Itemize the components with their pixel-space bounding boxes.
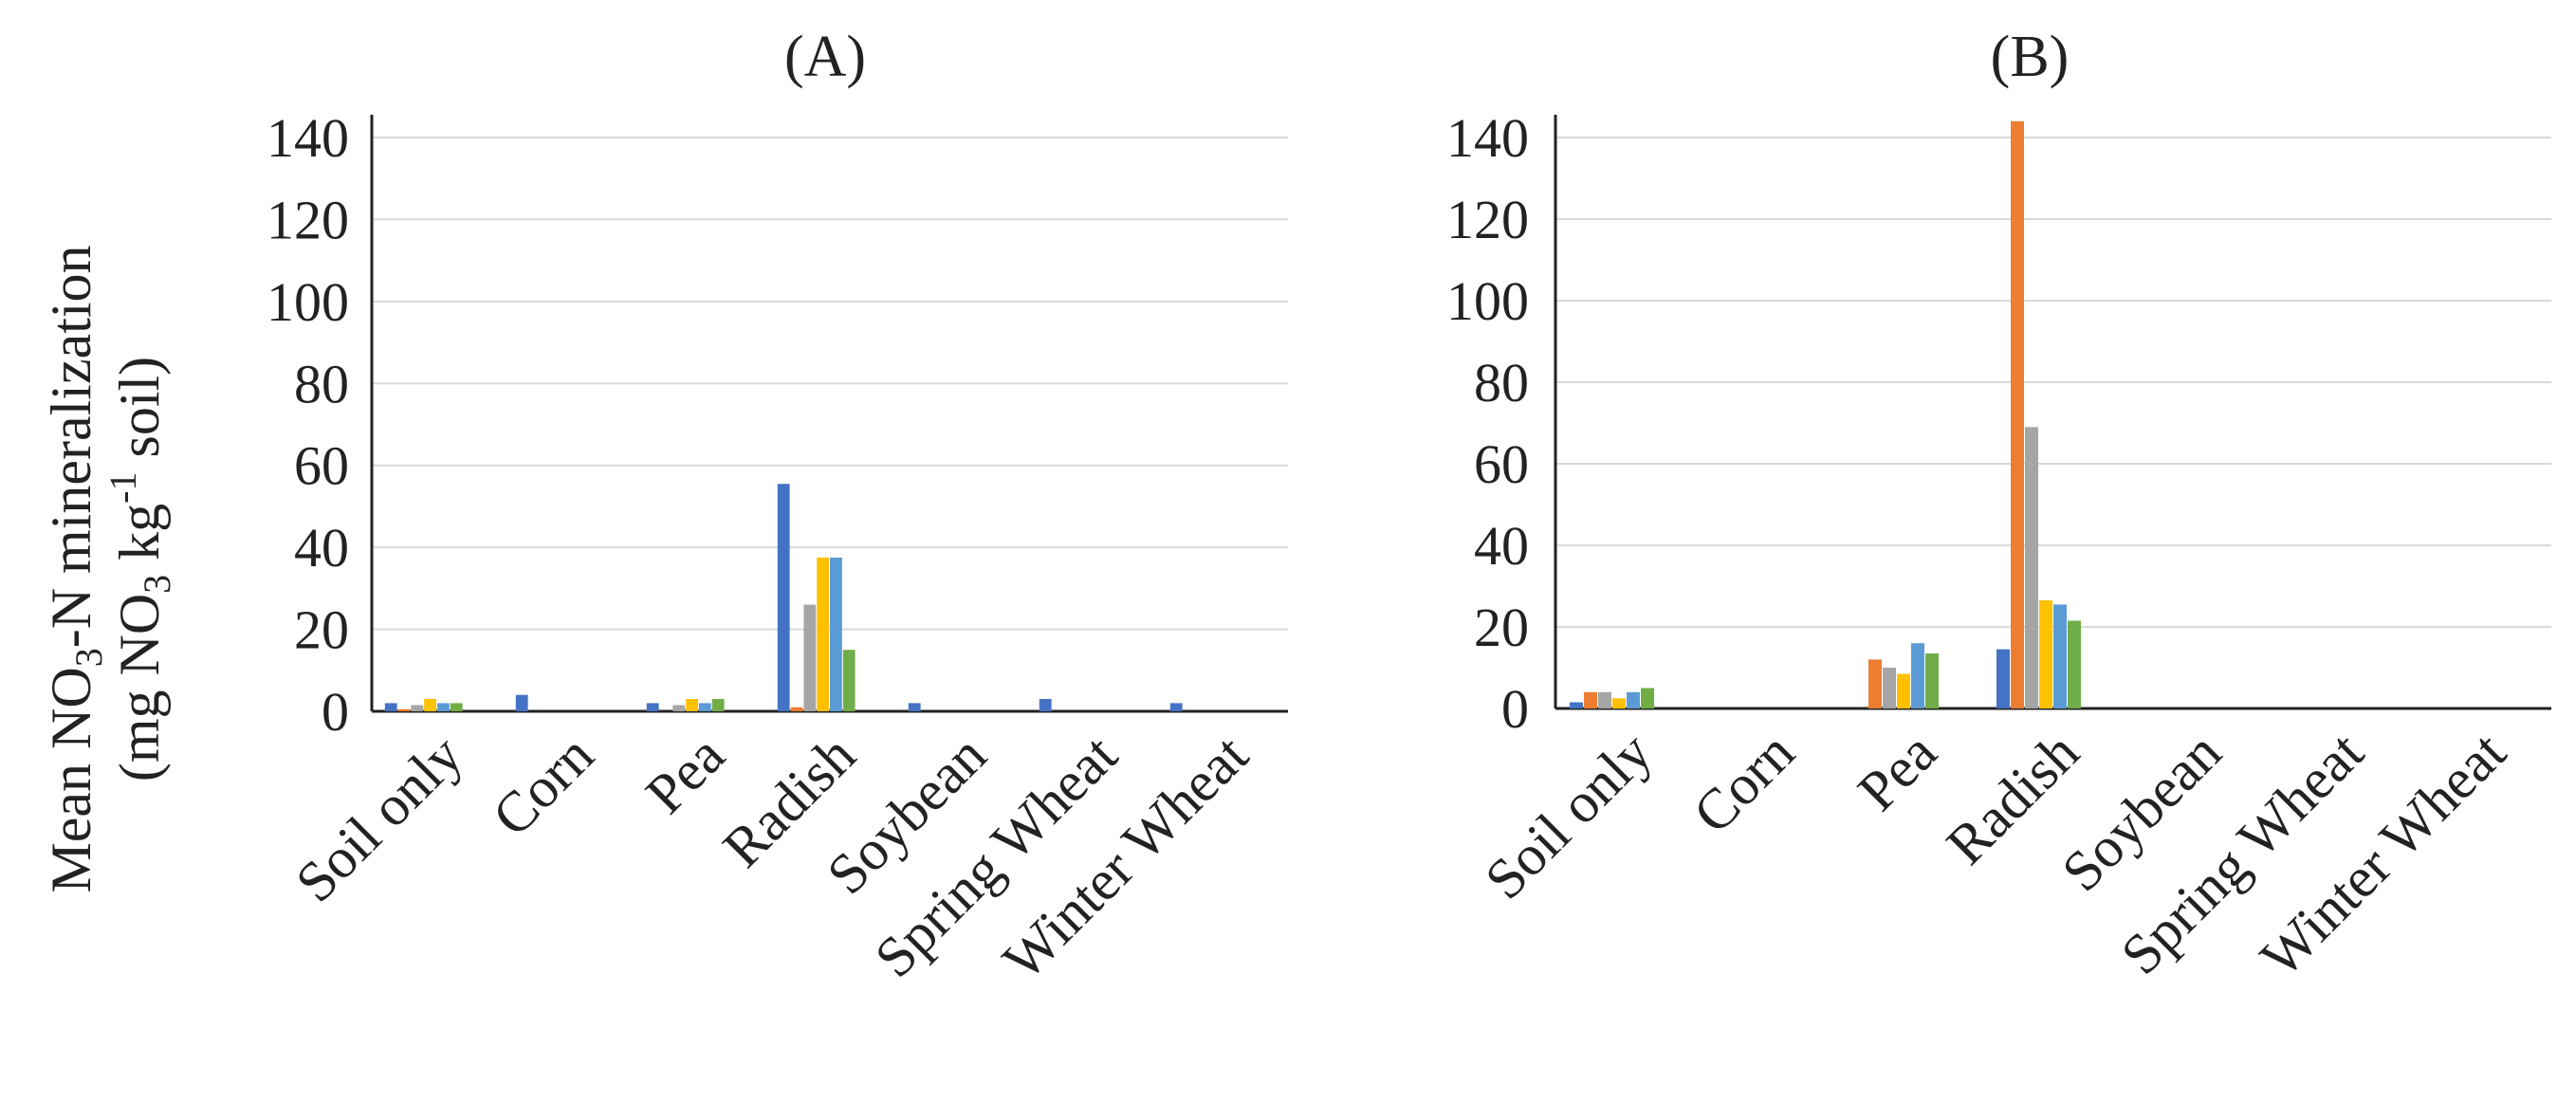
x-tick-label: Corn <box>1682 721 1807 846</box>
bar <box>1925 653 1939 708</box>
bar <box>2039 600 2052 708</box>
y-tick-label: 140 <box>267 107 349 169</box>
x-tick-label: Corn <box>481 724 606 849</box>
bar <box>1598 691 1611 708</box>
y-label-line2: (mg NO <box>108 594 171 781</box>
svg-text:(mg NO3 kg-1 soil): (mg NO3 kg-1 soil) <box>101 357 178 781</box>
bar <box>686 699 698 711</box>
y-tick-label: 100 <box>267 271 349 333</box>
y-tick-label: 0 <box>322 681 349 743</box>
y-tick-label: 80 <box>1474 352 1529 414</box>
bar <box>1169 703 1183 711</box>
bar <box>711 699 725 711</box>
y-label-line1: Mean NO <box>40 667 102 892</box>
bar <box>803 604 817 711</box>
y-tick-label: 80 <box>294 353 349 414</box>
chart-title: (B) <box>1991 25 2070 89</box>
bar <box>411 705 424 711</box>
y-tick-label: 0 <box>1501 678 1529 740</box>
bar <box>1911 643 1924 708</box>
svg-text:Mean NO3-N mineralization: Mean NO3-N mineralization <box>40 245 110 892</box>
bar <box>699 703 711 711</box>
y-tick-label: 20 <box>1474 597 1529 658</box>
y-tick-label: 40 <box>1474 515 1529 577</box>
y-label-line1-sub: 3 <box>67 648 110 667</box>
bar <box>2053 604 2067 708</box>
x-tick-label: Pea <box>1846 721 1948 823</box>
y-tick-label: 20 <box>294 599 349 661</box>
bar <box>1883 668 1896 708</box>
bar <box>1868 659 1882 708</box>
y-label-line2-rest: soil) <box>108 357 171 472</box>
bar <box>1641 688 1654 708</box>
bar <box>842 650 856 711</box>
bar <box>384 703 397 711</box>
y-tick-label: 40 <box>294 517 349 579</box>
y-tick-label: 120 <box>1446 189 1529 250</box>
y-label-line2-sup: -1 <box>101 472 144 504</box>
y-tick-label: 120 <box>267 189 349 250</box>
bar <box>817 557 829 711</box>
bar <box>646 703 659 711</box>
bar <box>1584 691 1597 708</box>
y-tick-label: 140 <box>1446 107 1529 169</box>
chart-title: (A) <box>784 25 866 89</box>
y-tick-label: 60 <box>294 435 349 497</box>
bar <box>1612 698 1626 709</box>
bar <box>1570 702 1583 708</box>
bar <box>1627 691 1640 708</box>
bar <box>2011 120 2024 709</box>
y-label-line2-sub: 3 <box>136 575 178 594</box>
bar <box>672 705 686 711</box>
bar <box>424 699 436 711</box>
y-label-line1-rest: -N mineralization <box>40 245 102 648</box>
x-tick-label: Pea <box>634 724 736 826</box>
bar <box>790 707 803 711</box>
bar <box>1039 699 1052 711</box>
bar <box>2068 620 2081 708</box>
bar <box>908 703 921 711</box>
bar <box>2025 427 2038 708</box>
x-tick-label: Soil only <box>1473 721 1664 911</box>
y-tick-label: 60 <box>1474 433 1529 495</box>
bar <box>437 703 450 711</box>
y-axis-label: Mean NO3-N mineralization (mg NO3 kg-1 s… <box>40 245 178 892</box>
bar <box>1897 673 1910 708</box>
x-tick-label: Soil only <box>284 724 474 914</box>
bar <box>397 708 411 711</box>
bar <box>1996 649 2010 708</box>
y-tick-label: 100 <box>1446 270 1529 332</box>
bar <box>830 557 842 711</box>
x-tick-label: Winter Wheat <box>2249 720 2518 989</box>
bar <box>777 484 790 711</box>
bar <box>450 703 463 711</box>
y-label-line2-mid: kg <box>108 504 171 575</box>
bar <box>515 694 528 711</box>
